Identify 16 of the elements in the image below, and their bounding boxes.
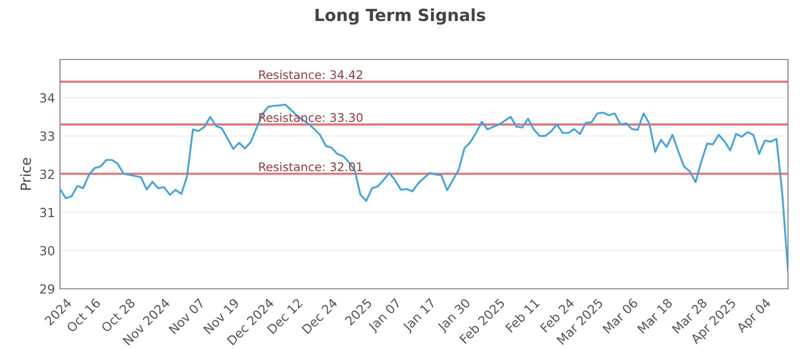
ref-line-label: Resistance: 34.42 <box>259 70 362 80</box>
x-tick-label: Dec 24 <box>301 298 338 334</box>
x-tick-label: Mar 18 <box>636 298 673 334</box>
y-tick-label: 31 <box>40 208 54 218</box>
y-tick-label: 29 <box>40 284 54 294</box>
y-axis-title: Price <box>20 158 31 190</box>
line-series <box>60 104 788 272</box>
x-tick-label: Apr 04 <box>736 298 773 335</box>
y-tick-label: 30 <box>40 246 54 256</box>
y-tick-label: 33 <box>40 131 54 141</box>
y-tick-label: 32 <box>40 170 54 180</box>
y-tick-label: 34 <box>40 93 54 103</box>
x-tick-label: Feb 11 <box>504 298 540 333</box>
x-tick-label: Mar 06 <box>602 298 638 334</box>
x-tick-label: Jan 17 <box>402 298 438 334</box>
chart-title: Long Term Signals <box>316 8 486 25</box>
